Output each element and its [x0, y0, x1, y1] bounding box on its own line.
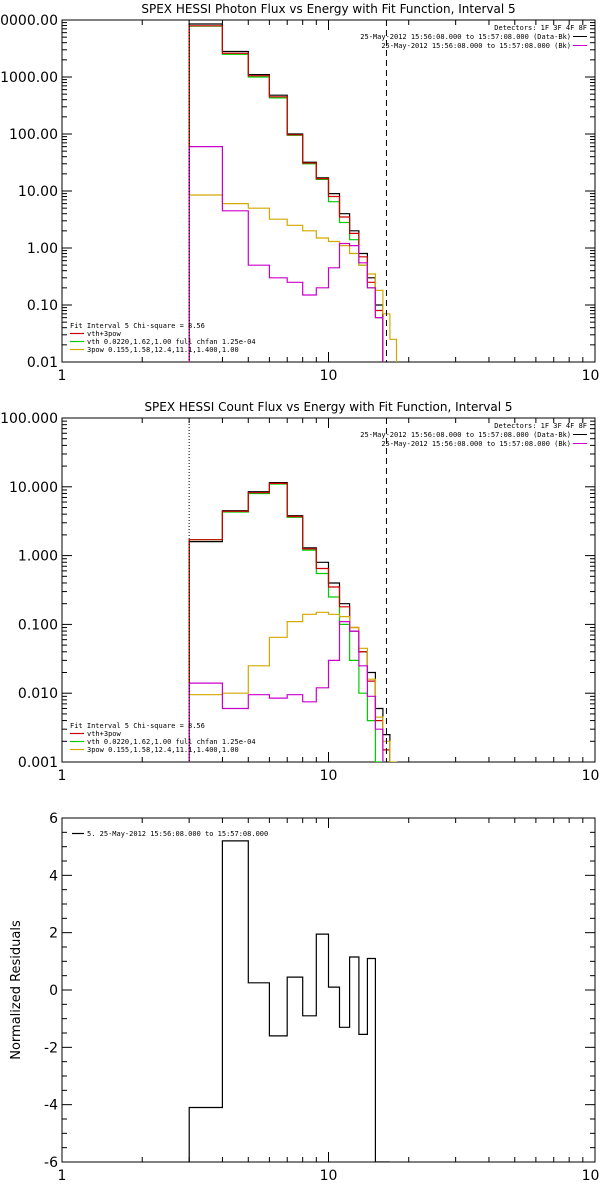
series-group — [188, 482, 398, 762]
series-group — [188, 23, 398, 362]
y-tick-label: -2 — [44, 1040, 58, 1056]
y-tick-label: 0.001 — [18, 755, 58, 771]
y-tick-label: 0.010 — [18, 686, 58, 702]
y-tick-label: 10.00 — [18, 184, 58, 200]
y-tick-label: 0 — [49, 983, 58, 999]
chart-title: SPEX HESSI Count Flux vs Energy with Fit… — [144, 400, 512, 414]
y-tick-label: -4 — [44, 1098, 58, 1114]
bk-interval-text: 25-May-2012 15:56:08.000 to 15:57:08.000… — [381, 42, 571, 50]
y-tick-label: 100.00 — [9, 127, 58, 143]
y-tick-label: 0.01 — [27, 355, 58, 371]
legend-entry: 5. 25-May-2012 15:56:08.000 to 15:57:08.… — [87, 830, 268, 838]
chart-3: Normalized Residuals 1 10 100 6 4 2 0 -2 -4 -6 5. 2… — [9, 811, 600, 1184]
series-vth — [188, 483, 384, 762]
y-tick-label: 10.000 — [9, 480, 58, 496]
detectors-text: Detectors: 1F 3F 4F 8F — [494, 422, 587, 430]
x-tick-label: 100 — [582, 368, 600, 384]
series-residuals — [188, 840, 390, 1162]
chart-1: SPEX HESSI Photon Flux vs Energy with Fi… — [0, 2, 600, 384]
y-tick-label: 0.10 — [27, 298, 58, 314]
y-tick-label: 1.000 — [18, 549, 58, 565]
x-tick-label: 10 — [320, 1168, 338, 1184]
legend-entry: vth+3pow — [87, 330, 122, 338]
x-tick-label: 100 — [582, 768, 600, 784]
series-group — [188, 840, 390, 1162]
y-tick-label: 2 — [49, 926, 58, 942]
series-sum — [188, 25, 384, 362]
legend-header: Fit Interval 5 Chi-square = 8.56 — [70, 722, 205, 730]
legend-entry: vth+3pow — [87, 730, 122, 738]
chart-title: SPEX HESSI Photon Flux vs Energy with Fi… — [141, 2, 515, 16]
detectors-text: Detectors: 1F 3F 4F 8F — [494, 24, 587, 32]
legend-entry: 3pow 0.155,1.58,12.4,11.1,1.400,1.00 — [87, 746, 239, 754]
y-tick-label: 6 — [49, 811, 58, 827]
data-interval-text: 25-May-2012 15:56:08.000 to 15:57:08.000… — [360, 33, 571, 41]
data-interval-text: 25-May-2012 15:56:08.000 to 15:57:08.000… — [360, 431, 571, 439]
series-residual-comp — [188, 146, 384, 362]
legend-entry: vth 0.0220,1.62,1.00 full chfan 1.25e-04 — [87, 738, 256, 746]
x-tick-label: 1 — [58, 1168, 67, 1184]
x-tick-label: 100 — [582, 1168, 600, 1184]
x-tick-label: 1 — [58, 368, 67, 384]
x-tick-label: 10 — [320, 368, 338, 384]
x-tick-label: 10 — [320, 768, 338, 784]
chart-2: SPEX HESSI Count Flux vs Energy with Fit… — [0, 400, 600, 784]
series-data — [188, 23, 384, 362]
legend-entry: vth 0.0220,1.62,1.00 full chfan 1.25e-04 — [87, 338, 256, 346]
y-tick-label: -6 — [44, 1155, 58, 1171]
y-tick-label: 1.00 — [27, 241, 58, 257]
y-axis-label: Normalized Residuals — [9, 920, 24, 1060]
plot-frame — [61, 817, 596, 1163]
y-tick-label: 100.000 — [0, 411, 58, 427]
legend-entry: 3pow 0.155,1.58,12.4,11.1,1.400,1.00 — [87, 346, 239, 354]
y-tick-label: 0.100 — [18, 617, 58, 633]
y-tick-label: 1000.00 — [0, 70, 58, 86]
bk-interval-text: 25-May-2012 15:56:08.000 to 15:57:08.000… — [381, 440, 571, 448]
y-tick-label: 4 — [49, 868, 58, 884]
legend-header: Fit Interval 5 Chi-square = 8.56 — [70, 322, 205, 330]
x-tick-label: 1 — [58, 768, 67, 784]
series-residual-comp — [188, 621, 384, 762]
